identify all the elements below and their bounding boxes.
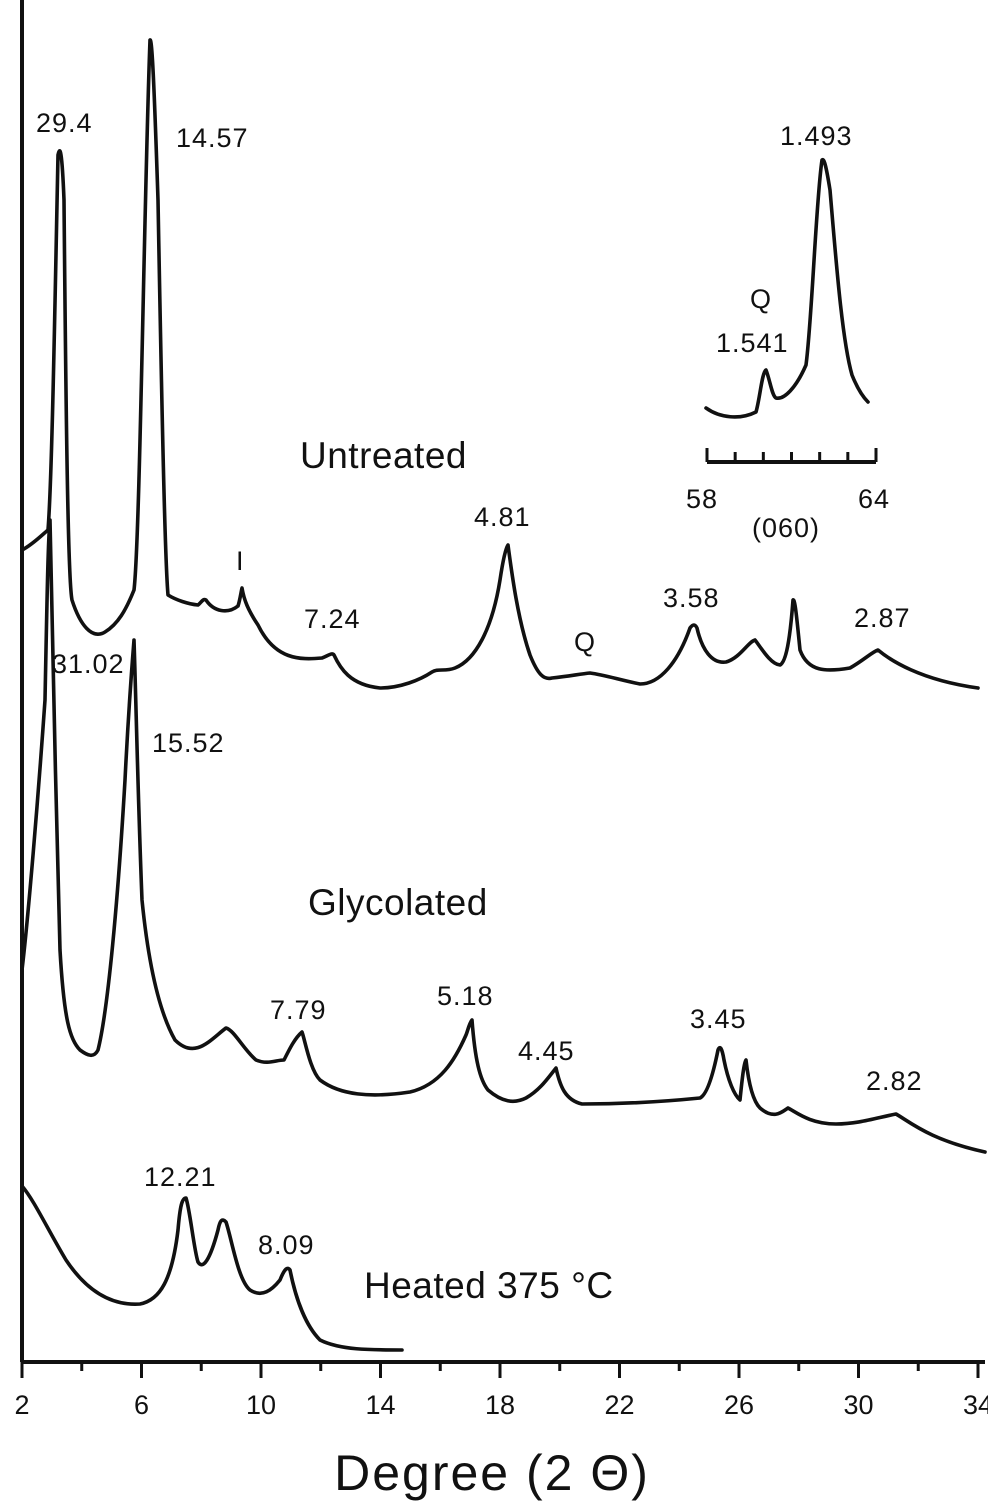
untreated-trace — [20, 38, 980, 690]
peak-label: 12.21 — [144, 1162, 217, 1192]
peak-label: 5.18 — [437, 981, 494, 1011]
peak-label: 14.57 — [176, 123, 249, 153]
x-tick-label: 30 — [843, 1390, 873, 1420]
peak-label: 2.87 — [854, 603, 911, 633]
inset-peak-label-1493: 1.493 — [780, 121, 853, 151]
peak-label: 7.79 — [270, 995, 327, 1025]
inset-axis-ticks — [705, 448, 878, 462]
inset-panel: 58 64 (060) 1.541 Q 1.493 — [686, 121, 890, 543]
peak-label: 4.45 — [518, 1036, 575, 1066]
peak-label: 8.09 — [258, 1230, 315, 1260]
peak-label: I — [236, 546, 245, 576]
series-label-glycolated: Glycolated — [308, 882, 488, 923]
series-label-untreated: Untreated — [300, 435, 467, 476]
x-tick-label: 10 — [246, 1390, 276, 1420]
peak-label: 7.24 — [304, 604, 361, 634]
heated-trace — [20, 1184, 404, 1352]
x-tick-label: 6 — [134, 1390, 149, 1420]
x-tick-label: 26 — [724, 1390, 754, 1420]
series-label-heated: Heated 375 °C — [364, 1265, 614, 1306]
inset-reflection-label: (060) — [752, 513, 820, 543]
x-tick-label: 18 — [485, 1390, 515, 1420]
peak-label: 3.58 — [663, 583, 720, 613]
peak-label: Q — [574, 627, 596, 657]
peak-label: 29.4 — [36, 108, 93, 138]
glycolated-trace — [20, 518, 987, 1154]
inset-tick-label-64: 64 — [858, 484, 890, 514]
peak-label: 15.52 — [152, 728, 225, 758]
x-tick-label: 14 — [365, 1390, 395, 1420]
inset-peak-marker-q: Q — [750, 284, 772, 314]
x-tick-label: 34 — [963, 1390, 988, 1420]
peak-label: 31.02 — [52, 649, 125, 679]
inset-peak-label-1541: 1.541 — [716, 328, 789, 358]
peak-label: 4.81 — [474, 502, 531, 532]
x-axis-ticks: 2 6 10 14 18 22 26 30 34 — [14, 1362, 988, 1420]
peak-label: 3.45 — [690, 1004, 747, 1034]
inset-trace — [704, 157, 870, 419]
peak-label: 2.82 — [866, 1066, 923, 1096]
inset-tick-label-58: 58 — [686, 484, 718, 514]
x-tick-label: 2 — [14, 1390, 29, 1420]
x-tick-label: 22 — [604, 1390, 634, 1420]
x-axis-title: Degree (2 Θ) — [334, 1445, 650, 1501]
